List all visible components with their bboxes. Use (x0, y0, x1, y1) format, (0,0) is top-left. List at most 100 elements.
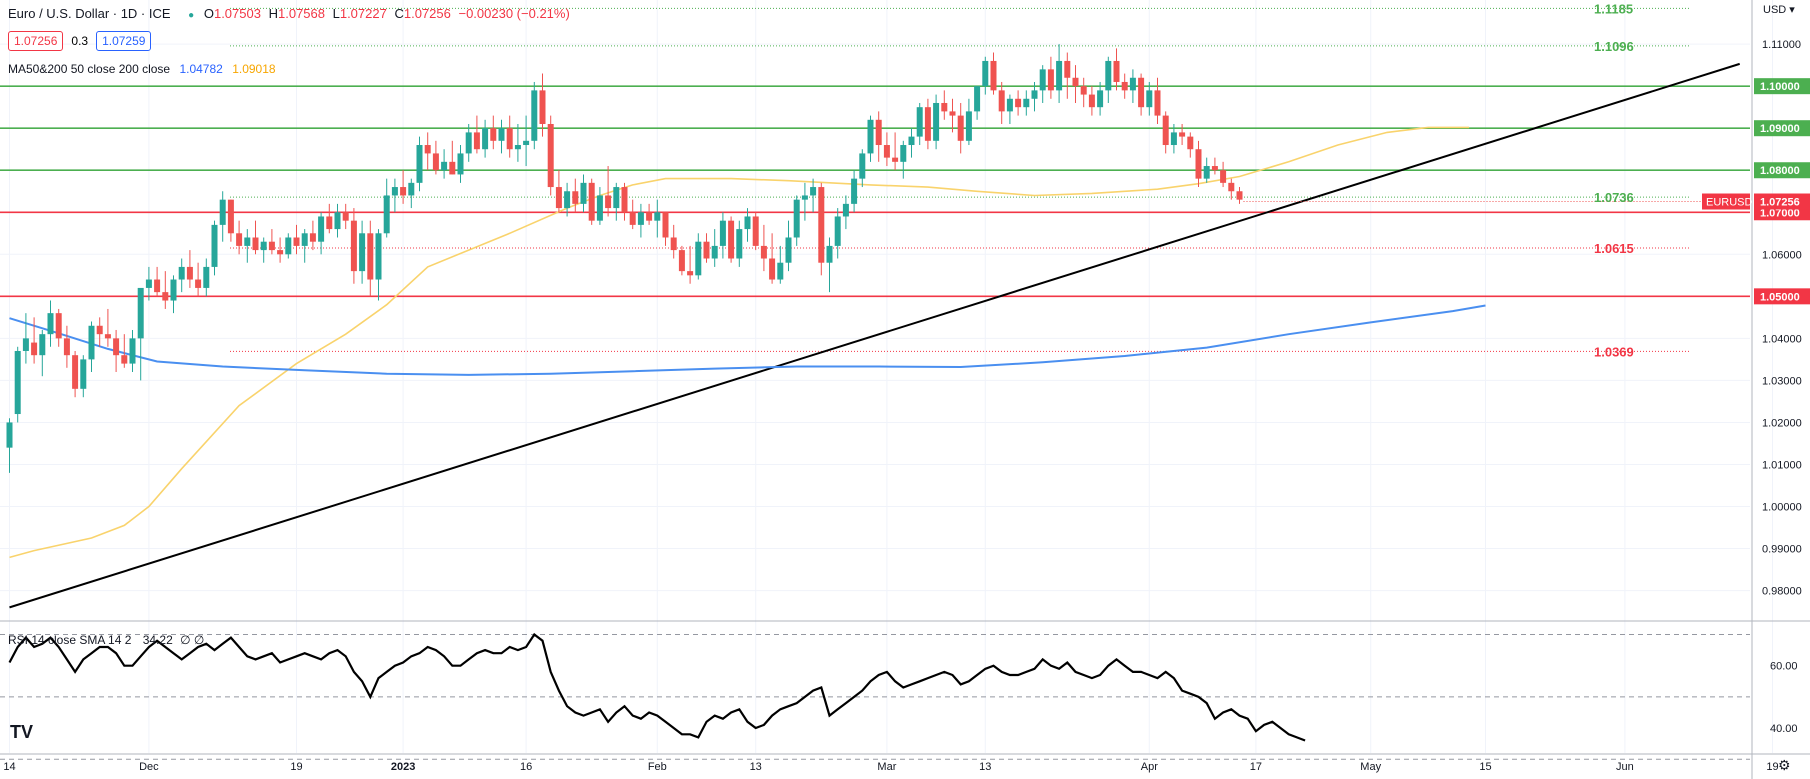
sell-price-button[interactable]: 1.07256 (8, 31, 64, 51)
time-tick-label: Feb (648, 761, 667, 773)
candle-body (1105, 60, 1112, 91)
candle-body (1154, 90, 1161, 116)
time-tick-label: 14 (3, 761, 15, 773)
time-tick-label: 2023 (391, 761, 415, 773)
candle-body (72, 355, 79, 389)
candle-body (736, 229, 743, 259)
candle-body (498, 128, 505, 141)
rsi-legend[interactable]: RSI 14 close SMA 14 2 34.22 ∅ ∅ (8, 633, 204, 647)
candle-body (605, 195, 612, 209)
price-tick-label: 1.06000 (1762, 249, 1802, 261)
candle-body (359, 233, 366, 272)
candle-body (842, 203, 849, 217)
candle-body (1129, 77, 1136, 91)
candle-body (1170, 132, 1177, 146)
candle-body (580, 182, 587, 204)
candle-body (47, 313, 54, 335)
ma200-line (9, 304, 1486, 376)
candle-body (1006, 98, 1013, 112)
candle-body (588, 182, 595, 221)
time-tick-label: 13 (979, 761, 991, 773)
candle-body (818, 187, 825, 263)
candle-body (416, 145, 423, 183)
candle-body (490, 128, 497, 141)
candle-body (22, 338, 29, 351)
candle-body (769, 258, 776, 280)
candle-body (719, 220, 726, 246)
candle-body (1211, 166, 1218, 171)
ohlc-low: L1.07227 (332, 6, 387, 21)
candle-body (162, 292, 169, 301)
candle-body (154, 279, 161, 293)
candle-body (449, 161, 456, 175)
candle-body (14, 350, 21, 415)
candle-body (851, 178, 858, 204)
level-label: 1.1185 (1594, 1, 1633, 16)
currency-selector[interactable]: USD ▾ (1763, 4, 1795, 16)
tradingview-logo-icon[interactable]: TV (10, 722, 34, 742)
candle-body (711, 245, 718, 259)
candle-body (793, 199, 800, 238)
gear-icon[interactable]: ⚙ (1778, 757, 1791, 773)
candle-body (178, 266, 185, 280)
spread-value: 0.3 (71, 34, 89, 48)
candle-body (145, 279, 152, 288)
candle-body (916, 107, 923, 137)
candle-body (564, 191, 571, 209)
candle-body (777, 262, 784, 280)
candle-body (883, 145, 890, 158)
candle-body (186, 266, 193, 280)
candle-body (334, 212, 341, 230)
candle-body (801, 195, 808, 200)
time-tick-label: Dec (139, 761, 159, 773)
candle-body (55, 313, 62, 339)
market-status-icon: ● (188, 10, 195, 21)
rsi-tick-label: 60.00 (1770, 661, 1798, 673)
candle-body (654, 212, 661, 221)
ma-value-blue: 1.04782 (179, 62, 223, 76)
level-tag (1754, 162, 1810, 179)
price-tick-label: 1.02000 (1762, 417, 1802, 429)
time-tick-label: 19 (1766, 761, 1778, 773)
level-tag (1754, 288, 1810, 305)
candle-body (1064, 60, 1071, 78)
candle-body (219, 199, 226, 225)
time-tick-label: Apr (1141, 761, 1158, 773)
candle-body (129, 338, 136, 364)
candle-body (1080, 86, 1087, 95)
level-tag-label: 1.09000 (1760, 123, 1800, 135)
candle-body (1072, 77, 1079, 87)
candle-body (908, 136, 915, 146)
candle-body (1138, 77, 1145, 108)
candle-body (465, 132, 472, 154)
candle-body (982, 60, 989, 87)
ohlc-high: H1.07568 (268, 6, 325, 21)
candle-body (744, 216, 751, 230)
level-tag-label: 1.10000 (1760, 81, 1800, 93)
ma-value-orange: 1.09018 (232, 62, 276, 76)
candle-body (687, 271, 694, 276)
candle-body (80, 359, 87, 389)
candle-body (301, 233, 308, 246)
candle-body (408, 182, 415, 196)
chart-header: Euro / U.S. Dollar · 1D · ICE ● O1.07503… (8, 6, 574, 21)
candle-body (39, 334, 46, 356)
ma-legend[interactable]: MA50&200 50 close 200 close 1.04782 1.09… (8, 62, 276, 76)
time-tick-label: Mar (877, 761, 896, 773)
candle-body (1088, 94, 1095, 108)
candle-body (760, 245, 767, 259)
candle-body (137, 287, 144, 339)
candle-body (974, 86, 981, 112)
symbol-title[interactable]: Euro / U.S. Dollar · 1D · ICE (8, 6, 171, 21)
candle-body (670, 237, 677, 251)
candle-body (1220, 170, 1227, 183)
candle-body (383, 195, 390, 234)
candle-body (826, 245, 833, 263)
candle-body (277, 250, 284, 255)
candle-body (646, 212, 653, 221)
level-tag (1754, 78, 1810, 95)
candle-body (555, 187, 562, 209)
buy-price-button[interactable]: 1.07259 (96, 31, 152, 51)
candle-body (924, 107, 931, 141)
